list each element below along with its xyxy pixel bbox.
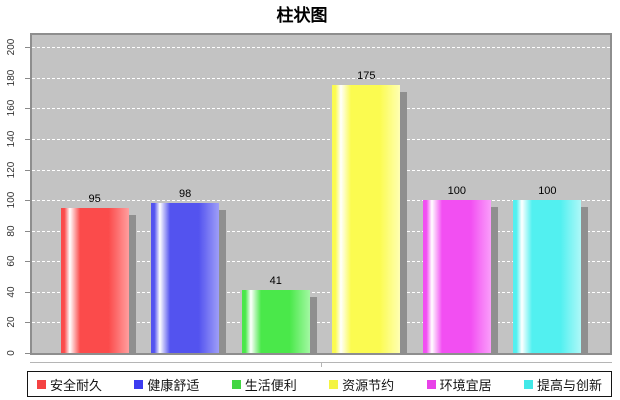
legend-label: 生活便利 <box>244 377 297 393</box>
bar-提高与创新 <box>513 200 582 353</box>
legend-swatch-icon <box>523 379 533 389</box>
legend-swatch-icon <box>329 379 339 389</box>
legend-item-安全耐久: 安全耐久 <box>37 375 102 394</box>
bar-环境宜居 <box>422 200 491 353</box>
legend-swatch-icon <box>231 379 241 389</box>
plot-area: 95 98 41 175 100 100 <box>30 33 612 355</box>
legend-label: 提高与创新 <box>536 377 602 393</box>
gridline-40 <box>32 291 610 293</box>
bar-资源节约 <box>332 85 401 353</box>
bar-健康舒适 <box>151 203 220 353</box>
x-axis-tick <box>321 362 322 367</box>
bar-生活便利 <box>241 290 310 353</box>
gridline-80 <box>32 230 610 232</box>
x-axis-line <box>30 362 612 367</box>
legend-item-提高与创新: 提高与创新 <box>523 375 602 394</box>
legend-label: 安全耐久 <box>50 377 103 393</box>
gridline-140 <box>32 138 610 140</box>
y-tick-mark-80 <box>25 230 30 232</box>
legend-item-健康舒适: 健康舒适 <box>134 375 199 394</box>
bar-value-label-0: 95 <box>88 192 101 205</box>
legend-label: 环境宜居 <box>439 377 492 393</box>
y-tick-mark-200 <box>25 47 30 49</box>
bar-value-label-4: 100 <box>447 185 466 198</box>
gridline-20 <box>32 322 610 324</box>
legend: 安全耐久 健康舒适 生活便利 资源节约 环境宜居 提高与创新 <box>27 371 612 397</box>
y-tick-mark-20 <box>25 322 30 324</box>
bar-value-label-3: 175 <box>357 70 376 83</box>
bar-安全耐久 <box>60 207 129 353</box>
y-tick-mark-180 <box>25 77 30 79</box>
legend-swatch-icon <box>37 379 46 389</box>
legend-swatch-icon <box>426 379 436 389</box>
gridline-200 <box>32 47 610 49</box>
y-tick-mark-140 <box>25 138 30 140</box>
gridline-100 <box>32 200 610 202</box>
legend-item-生活便利: 生活便利 <box>231 375 297 394</box>
gridline-180 <box>32 77 610 79</box>
chart-title: 柱状图 <box>276 6 328 25</box>
legend-label: 健康舒适 <box>147 377 200 393</box>
bar-value-label-5: 100 <box>538 185 557 198</box>
bar-value-label-1: 98 <box>179 188 192 201</box>
y-tick-mark-100 <box>25 200 30 202</box>
legend-item-环境宜居: 环境宜居 <box>426 375 492 394</box>
legend-swatch-icon <box>134 379 144 389</box>
gridline-160 <box>32 108 610 110</box>
gridline-60 <box>32 261 610 263</box>
y-tick-mark-60 <box>25 261 30 263</box>
y-tick-mark-40 <box>25 291 30 293</box>
legend-item-资源节约: 资源节约 <box>329 375 394 394</box>
y-tick-mark-120 <box>25 169 30 171</box>
y-tick-mark-160 <box>25 108 30 110</box>
legend-label: 资源节约 <box>342 377 395 393</box>
gridline-120 <box>32 169 610 171</box>
y-tick-mark-0 <box>25 353 30 354</box>
bar-value-label-2: 41 <box>269 275 282 288</box>
